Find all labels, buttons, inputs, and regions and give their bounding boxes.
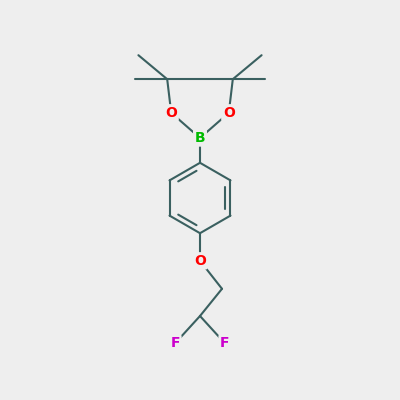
Text: O: O	[223, 106, 235, 120]
Text: F: F	[170, 336, 180, 350]
Text: O: O	[194, 254, 206, 268]
Text: F: F	[220, 336, 230, 350]
Text: O: O	[165, 106, 177, 120]
Text: B: B	[195, 131, 205, 145]
